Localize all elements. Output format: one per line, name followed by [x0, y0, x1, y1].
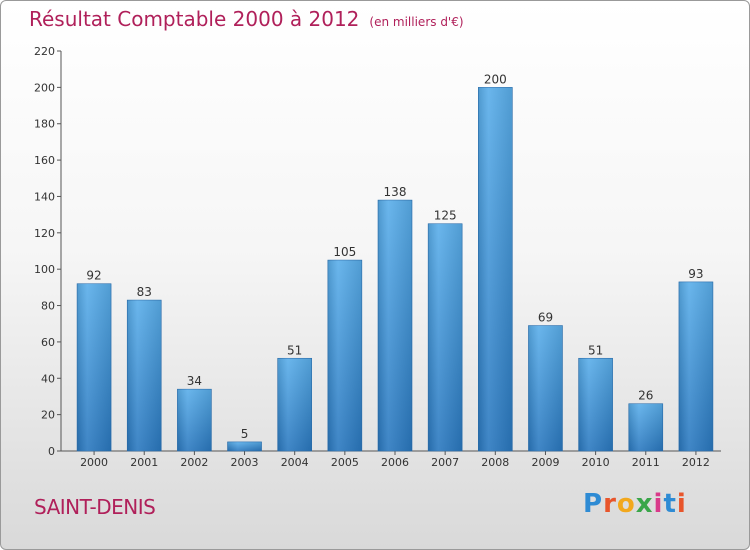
chart-title-text: Résultat Comptable 2000 à 2012 — [29, 7, 360, 31]
logo-letter: i — [676, 489, 687, 519]
logo-letter: P — [583, 489, 604, 519]
place-name: SAINT-DENIS — [34, 495, 156, 519]
data-label: 138 — [384, 185, 407, 199]
data-label: 5 — [241, 427, 249, 441]
bar-shade — [428, 223, 463, 451]
y-tick-label: 120 — [34, 227, 55, 240]
y-tick-label: 80 — [41, 300, 55, 313]
logo-letter: r — [603, 489, 617, 519]
logo-letter: o — [616, 489, 636, 519]
y-tick-label: 40 — [41, 372, 55, 385]
bar-shade — [277, 358, 312, 451]
x-tick-label: 2010 — [582, 456, 610, 469]
y-tick-label: 140 — [34, 190, 55, 203]
x-tick-label: 2012 — [682, 456, 710, 469]
data-label: 51 — [287, 343, 302, 357]
bar-shade — [127, 300, 162, 451]
x-tick-label: 2003 — [231, 456, 259, 469]
data-label: 125 — [434, 209, 457, 223]
x-tick-label: 2006 — [381, 456, 409, 469]
x-tick-label: 2007 — [431, 456, 459, 469]
bar-shade — [578, 358, 613, 451]
data-label: 69 — [538, 311, 553, 325]
data-label: 51 — [588, 343, 603, 357]
data-label: 92 — [86, 269, 101, 283]
x-tick-label: 2011 — [632, 456, 660, 469]
y-tick-label: 100 — [34, 263, 55, 276]
bar-shade — [628, 403, 663, 451]
bar-shade — [678, 281, 713, 451]
x-tick-label: 2009 — [531, 456, 559, 469]
y-tick-label: 0 — [48, 445, 55, 458]
data-label: 34 — [187, 374, 202, 388]
x-tick-label: 2004 — [281, 456, 309, 469]
data-label: 26 — [638, 389, 653, 403]
y-tick-label: 220 — [34, 45, 55, 58]
bar-shade — [77, 283, 112, 451]
x-tick-label: 2001 — [130, 456, 158, 469]
data-label: 83 — [137, 285, 152, 299]
x-tick-label: 2002 — [180, 456, 208, 469]
bar-shade — [177, 389, 212, 451]
data-label: 93 — [688, 267, 703, 281]
logo-letter: t — [663, 489, 677, 519]
chart-unit: (en milliers d'€) — [369, 15, 464, 29]
x-tick-label: 2000 — [80, 456, 108, 469]
y-tick-label: 160 — [34, 154, 55, 167]
data-label: 105 — [333, 245, 356, 259]
y-tick-label: 180 — [34, 118, 55, 131]
logo-letter: x — [635, 489, 654, 519]
data-label: 200 — [484, 72, 507, 86]
x-tick-label: 2005 — [331, 456, 359, 469]
bar-shade — [378, 200, 412, 451]
y-tick-label: 60 — [41, 336, 55, 349]
bar-shade — [478, 87, 513, 451]
chart-title: Résultat Comptable 2000 à 2012 (en millie… — [29, 7, 464, 31]
bar-shade — [528, 325, 563, 451]
x-tick-label: 2008 — [481, 456, 509, 469]
proxiti-logo: Proxiti — [583, 489, 687, 519]
bar-shade — [227, 441, 262, 451]
y-tick-label: 200 — [34, 81, 55, 94]
y-tick-label: 20 — [41, 409, 55, 422]
bar-shade — [327, 260, 362, 451]
logo-letter: i — [653, 489, 664, 519]
